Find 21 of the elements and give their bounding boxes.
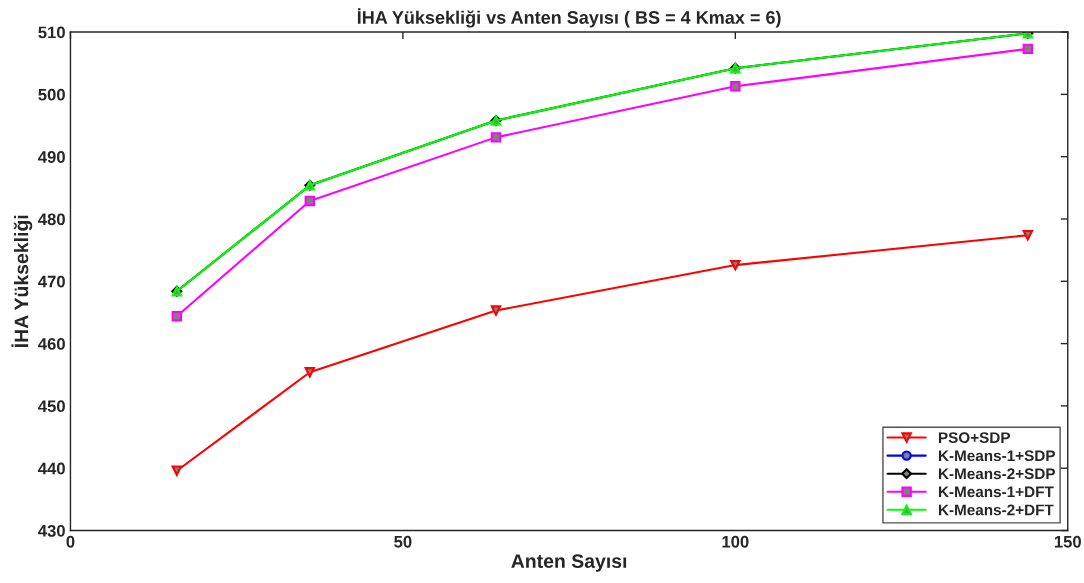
chart-title: İHA Yüksekliği vs Anten Sayısı ( BS = 4 Kmax = 6) xyxy=(357,8,781,28)
legend-label: K-Means-1+SDP xyxy=(938,450,1055,462)
y-tick-label: 510 xyxy=(38,26,65,39)
x-tick-label: 100 xyxy=(722,535,749,548)
y-tick-label: 450 xyxy=(38,400,65,413)
x-tick-label: 50 xyxy=(394,535,412,548)
y-tick-label: 500 xyxy=(38,88,65,101)
x-tick-label: 0 xyxy=(66,535,75,548)
legend-label: K-Means-2+SDP xyxy=(938,468,1055,480)
legend-label: K-Means-2+DFT xyxy=(938,504,1054,516)
y-axis-title: İHA Yüksekliği xyxy=(11,215,33,347)
y-tick-label: 490 xyxy=(38,151,65,163)
x-axis-title: Anten Sayısı xyxy=(511,554,627,572)
y-tick-label: 430 xyxy=(38,524,65,537)
legend-label: PSO+SDP xyxy=(938,432,1011,444)
y-tick-label: 480 xyxy=(38,213,65,226)
y-tick-label: 470 xyxy=(38,275,65,288)
legend-label: K-Means-1+DFT xyxy=(938,486,1054,498)
y-tick-label: 440 xyxy=(38,462,65,475)
x-tick-label: 150 xyxy=(1054,535,1081,548)
y-tick-label: 460 xyxy=(38,338,65,350)
